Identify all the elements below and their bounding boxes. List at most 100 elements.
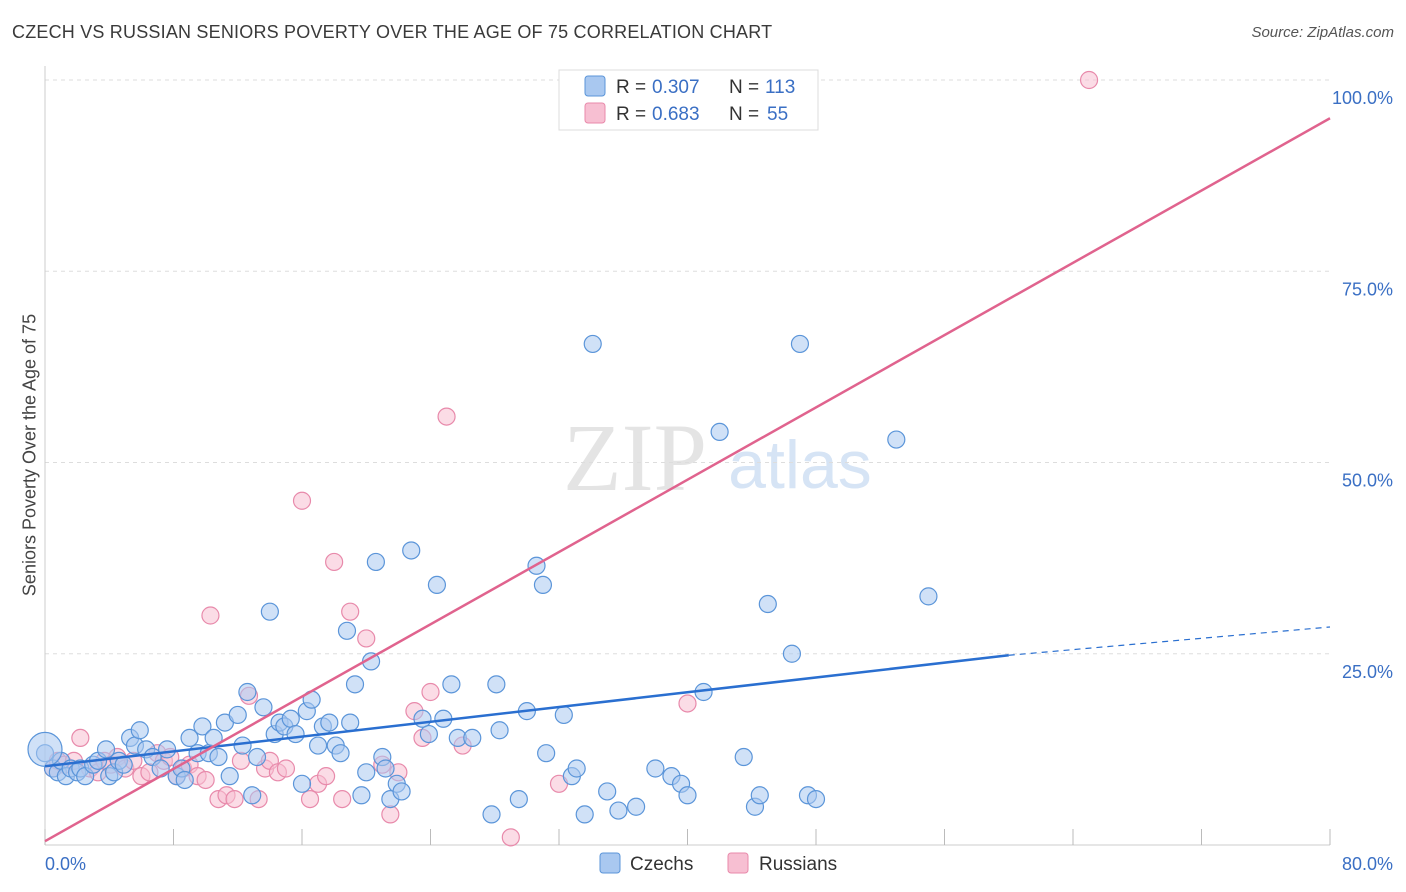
- russian-point: [381, 805, 400, 824]
- x-tick-label-max: 80.0%: [1342, 854, 1393, 874]
- czech-point: [352, 786, 371, 805]
- russian-r-value: 0.683: [652, 104, 700, 125]
- watermark-atlas: atlas: [728, 427, 872, 503]
- czech-point: [96, 740, 116, 759]
- russian-point: [341, 602, 360, 621]
- czech-point: [238, 682, 257, 702]
- czech-r-value: 0.307: [652, 77, 700, 98]
- czech-point: [320, 713, 339, 732]
- russian-point: [231, 751, 251, 770]
- legend-russians-label: Russians: [759, 854, 837, 875]
- russian-n-label: N =: [729, 104, 759, 125]
- czech-point: [193, 717, 212, 736]
- czech-point: [583, 334, 602, 354]
- czech-point: [157, 740, 177, 759]
- czech-point: [260, 602, 279, 621]
- czech-point: [220, 767, 239, 786]
- czech-point: [887, 430, 906, 449]
- czech-point: [345, 675, 365, 694]
- russian-point: [276, 759, 296, 778]
- czech-point: [626, 797, 646, 816]
- russian-point: [437, 407, 456, 426]
- russian-point: [1079, 70, 1099, 90]
- czech-point: [537, 744, 556, 763]
- czech-point: [254, 698, 273, 717]
- czech-point: [463, 728, 482, 748]
- czech-point: [487, 675, 506, 694]
- czech-point: [366, 552, 385, 572]
- legend-russians-swatch: [727, 852, 749, 874]
- czech-n-value: 113: [765, 77, 795, 98]
- axes: 25.0% 50.0% 75.0% 100.0% 0.0% 80.0%: [44, 66, 1393, 874]
- czech-point: [402, 541, 421, 560]
- czech-point: [442, 675, 461, 694]
- czech-point: [490, 721, 509, 740]
- czech-point: [678, 786, 697, 805]
- y-tick-label: 50.0%: [1342, 471, 1393, 491]
- russian-point: [421, 682, 440, 702]
- source-credit: Source: ZipAtlas.com: [1251, 24, 1394, 41]
- czech-point: [228, 705, 247, 725]
- czech-point: [919, 587, 938, 606]
- legend-czechs-swatch: [599, 852, 621, 874]
- russian-point: [501, 828, 520, 847]
- czech-n-label: N =: [729, 77, 759, 98]
- czech-point: [575, 805, 594, 824]
- russian-point: [678, 694, 697, 713]
- czech-point: [806, 789, 826, 809]
- czech-point: [790, 334, 810, 354]
- czech-trend-extension: [1008, 626, 1331, 656]
- russian-point: [196, 770, 215, 790]
- czech-point: [734, 747, 753, 767]
- y-tick-label: 100.0%: [1332, 88, 1393, 108]
- stats-legend: R = 0.307 N = 113 R = 0.683 N = 55: [558, 69, 819, 131]
- czech-point: [419, 724, 438, 744]
- czech-point: [609, 801, 628, 820]
- czech-points: [27, 334, 938, 824]
- czech-point: [509, 789, 528, 809]
- russian-point: [225, 789, 244, 809]
- czech-point: [243, 786, 262, 805]
- czech-point: [337, 621, 357, 640]
- russian-point: [325, 552, 344, 572]
- russian-point: [71, 728, 90, 748]
- russian-swatch: [584, 102, 606, 124]
- y-tick-label: 25.0%: [1342, 662, 1393, 682]
- watermark-zip: ZIP: [563, 404, 707, 511]
- legend-czechs-label: Czechs: [630, 854, 693, 875]
- trend-lines: [44, 117, 1331, 843]
- y-tick-label: 75.0%: [1342, 279, 1393, 299]
- czech-point: [357, 763, 376, 782]
- czech-point: [180, 728, 199, 748]
- czech-trend-line: [44, 654, 1009, 768]
- russian-point: [201, 606, 220, 625]
- russian-n-value: 55: [767, 104, 788, 125]
- russian-point: [357, 629, 376, 648]
- czech-point: [247, 747, 267, 767]
- russian-point: [333, 789, 352, 809]
- czech-point: [413, 709, 432, 728]
- czech-point: [758, 594, 777, 614]
- czech-point: [209, 747, 228, 767]
- czech-point: [598, 782, 617, 801]
- czech-point: [533, 575, 553, 595]
- russian-trend-line: [44, 117, 1331, 843]
- czech-point: [308, 736, 328, 755]
- czech-point: [392, 782, 411, 801]
- czech-point: [554, 705, 573, 725]
- czech-point: [567, 759, 586, 778]
- gridlines: [45, 79, 1330, 655]
- czech-point: [750, 786, 769, 805]
- russian-point: [316, 767, 336, 786]
- czech-r-label: R =: [616, 77, 646, 98]
- russian-point: [292, 491, 312, 510]
- czech-point: [427, 575, 447, 595]
- czech-swatch: [584, 75, 606, 97]
- czech-point: [341, 713, 360, 732]
- chart-title: CZECH VS RUSSIAN SENIORS POVERTY OVER TH…: [12, 22, 773, 42]
- czech-point: [175, 770, 194, 790]
- czech-point: [331, 744, 350, 763]
- czech-point: [482, 805, 501, 824]
- czech-point: [286, 724, 305, 744]
